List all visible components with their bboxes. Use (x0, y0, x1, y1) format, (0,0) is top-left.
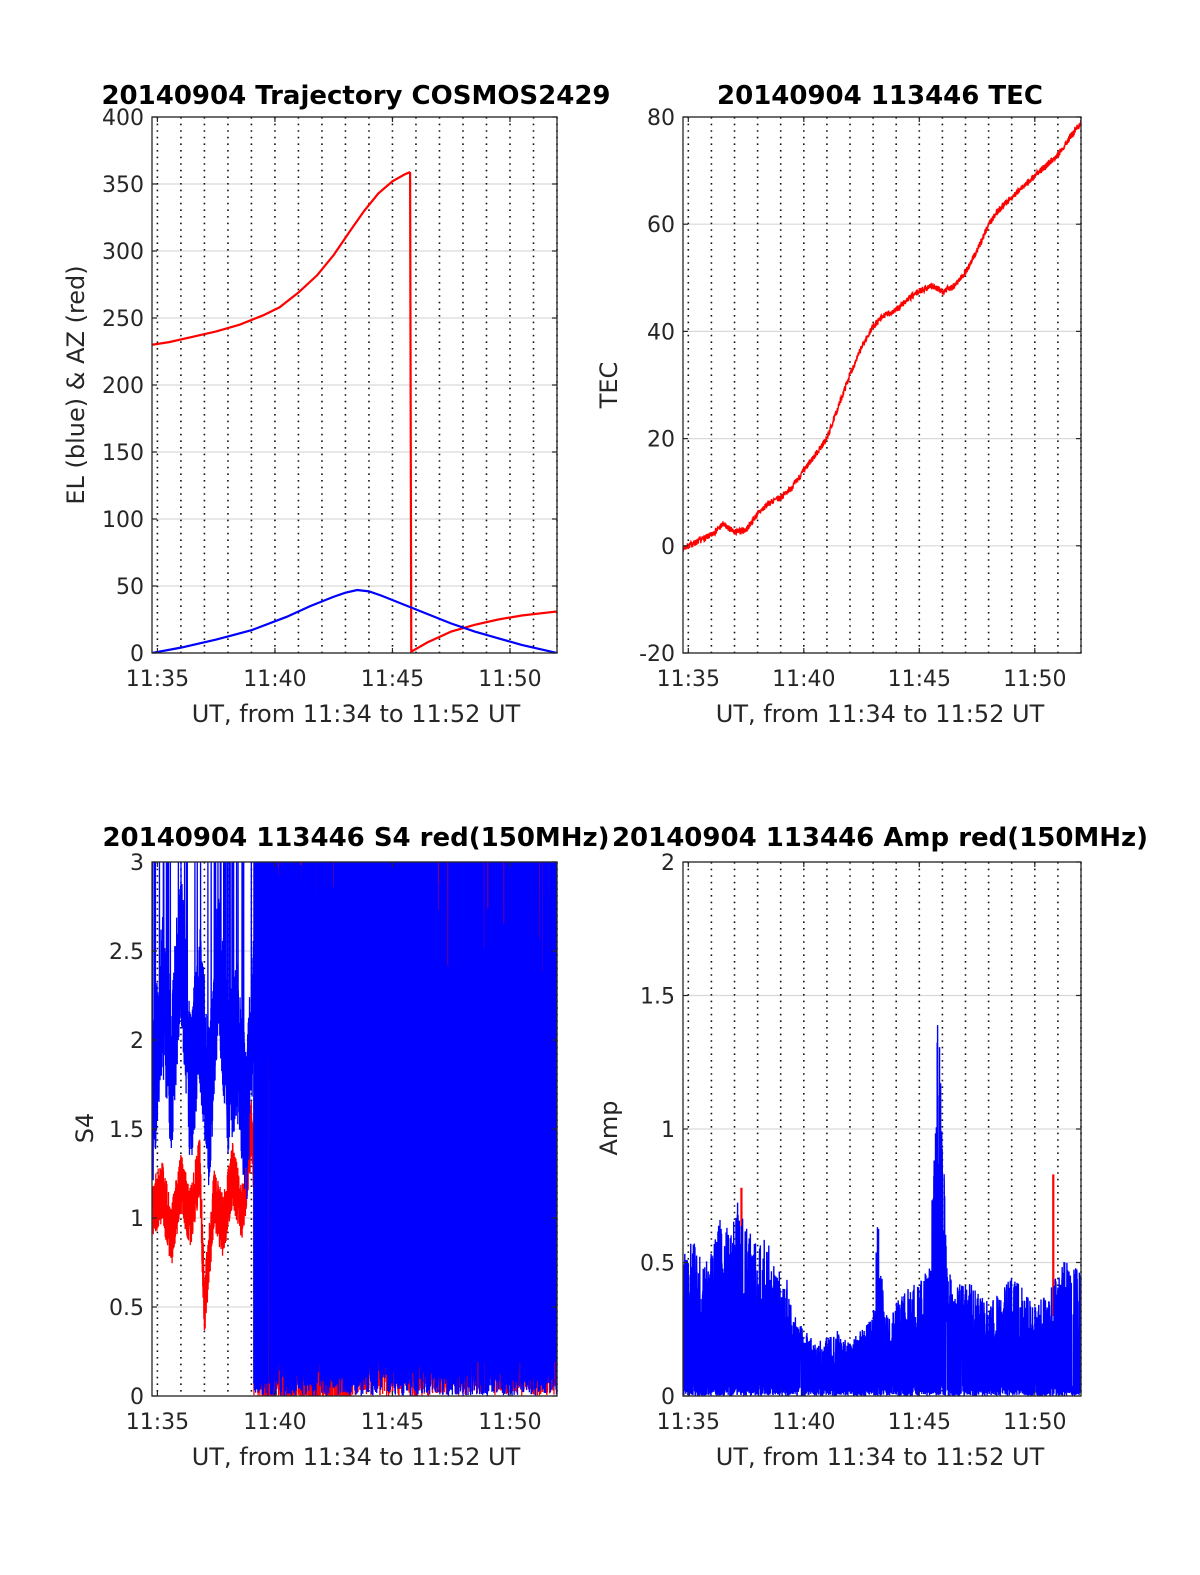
s4-ylabel: S4 (71, 1113, 99, 1144)
x-tick-label: 11:40 (243, 1410, 306, 1435)
series-group (152, 862, 557, 1396)
y-tick-label: 300 (102, 240, 144, 265)
trajectory-plot: 0 50 100 150 200 250 300 350 400 11:35 11:40 11:45 1… (102, 106, 558, 692)
y-tick-label: 20 (647, 428, 675, 453)
series-group (152, 170, 557, 653)
x-tick-label: 11:40 (772, 1410, 835, 1435)
y-tick-label: 1 (130, 1207, 144, 1232)
y-tick-label: 150 (102, 441, 144, 466)
series-group (683, 119, 1081, 552)
series-line (152, 862, 557, 1396)
y-tick-label: 0.5 (640, 1252, 675, 1277)
y-tick-label: 250 (102, 307, 144, 332)
trajectory-xlabel: UT, from 11:34 to 11:52 UT (192, 700, 521, 728)
series-line (152, 588, 557, 653)
trajectory-ylabel: EL (blue) & AZ (red) (62, 265, 90, 504)
y-tick-label: 0.5 (109, 1296, 144, 1321)
series-line (152, 170, 411, 346)
x-tick-label: 11:35 (657, 1410, 720, 1435)
y-tick-label: 1.5 (640, 985, 675, 1010)
s4-plot: 0 0.5 1 1.5 2 2.5 3 11:35 11:40 11:45 11:50 (109, 851, 558, 1435)
x-tick-label: 11:40 (243, 667, 306, 692)
trajectory-title: 20140904 Trajectory COSMOS2429 (101, 81, 610, 111)
x-tick-label: 11:45 (888, 667, 951, 692)
amp-panel: 20140904 113446 Amp red(150MHz) 0 0.5 1 1.5… (595, 823, 1148, 1471)
x-tick-label: 11:35 (126, 667, 189, 692)
y-tick-label: 0 (130, 1385, 144, 1410)
x-tick-label: 11:35 (657, 667, 720, 692)
axes-box (682, 116, 1082, 654)
series-line (408, 171, 557, 653)
s4-title: 20140904 113446 S4 red(150MHz) (102, 823, 609, 853)
x-tick-label: 11:50 (1003, 1410, 1066, 1435)
y-tick-label: 2 (661, 851, 675, 876)
tec-title: 20140904 113446 TEC (717, 81, 1043, 111)
y-tick-label: 1.5 (109, 1118, 144, 1143)
y-tick-label: 2 (130, 1029, 144, 1054)
y-tick-label: 350 (102, 173, 144, 198)
trajectory-panel: 20140904 Trajectory COSMOS2429 0 50 100 150… (62, 81, 611, 728)
tec-xlabel: UT, from 11:34 to 11:52 UT (716, 700, 1045, 728)
y-tick-label: 100 (102, 508, 144, 533)
amp-xlabel: UT, from 11:34 to 11:52 UT (716, 1443, 1045, 1471)
x-tick-label: 11:45 (888, 1410, 951, 1435)
tec-ylabel: TEC (595, 362, 623, 410)
y-tick-label: 50 (116, 575, 144, 600)
amp-plot: 0 0.5 1 1.5 2 11:35 11:40 11:45 11:50 (640, 851, 1082, 1435)
y-tick-label: 400 (102, 106, 144, 131)
series-group (683, 1025, 1081, 1396)
y-tick-label: 0 (661, 1385, 675, 1410)
tec-plot: -20 0 20 40 60 80 11:35 11:40 11:45 11:50 (639, 106, 1082, 692)
amp-ylabel: Amp (595, 1100, 623, 1155)
y-tick-label: 40 (647, 320, 675, 345)
y-tick-label: 200 (102, 374, 144, 399)
y-tick-label: 3 (130, 851, 144, 876)
y-tick-label: 0 (661, 535, 675, 560)
s4-xlabel: UT, from 11:34 to 11:52 UT (192, 1443, 521, 1471)
y-tick-label: 60 (647, 213, 675, 238)
x-tick-label: 11:40 (772, 667, 835, 692)
x-tick-label: 11:35 (126, 1410, 189, 1435)
y-tick-label: 0 (130, 642, 144, 667)
x-tick-label: 11:45 (361, 1410, 424, 1435)
y-tick-label: 2.5 (109, 940, 144, 965)
x-tick-label: 11:50 (478, 1410, 541, 1435)
y-tick-label: 1 (661, 1118, 675, 1143)
x-tick-label: 11:50 (1003, 667, 1066, 692)
y-tick-label: -20 (639, 642, 675, 667)
amp-title: 20140904 113446 Amp red(150MHz) (612, 823, 1148, 853)
series-line (683, 1025, 1081, 1396)
series-line (683, 119, 1081, 552)
x-tick-label: 11:45 (361, 667, 424, 692)
y-tick-label: 80 (647, 106, 675, 131)
s4-panel: 20140904 113446 S4 red(150MHz) 0 0.5 1 1.5 2… (71, 823, 610, 1471)
x-tick-label: 11:50 (478, 667, 541, 692)
tec-panel: 20140904 113446 TEC -20 0 20 40 60 80 11:35 11:… (595, 81, 1082, 728)
